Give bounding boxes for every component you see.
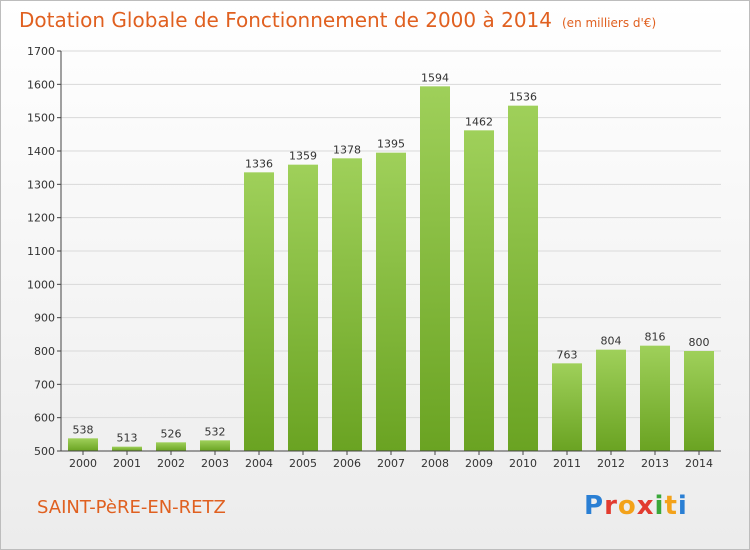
bar bbox=[596, 349, 626, 451]
x-tick-label: 2006 bbox=[333, 457, 361, 470]
bar bbox=[244, 172, 274, 452]
bar bbox=[640, 345, 670, 451]
proxiti-logo: Proxiti bbox=[584, 491, 688, 521]
chart-title-text: Dotation Globale de Fonctionnement de 20… bbox=[19, 8, 552, 32]
x-tick-label: 2012 bbox=[597, 457, 625, 470]
y-tick-label: 1300 bbox=[27, 178, 55, 191]
data-label: 800 bbox=[689, 336, 710, 349]
data-label: 513 bbox=[117, 432, 138, 445]
y-tick-label: 1500 bbox=[27, 112, 55, 125]
data-label: 1462 bbox=[465, 115, 493, 128]
x-tick-label: 2008 bbox=[421, 457, 449, 470]
bar bbox=[332, 158, 362, 452]
bar bbox=[376, 152, 406, 451]
y-tick-label: 1100 bbox=[27, 245, 55, 258]
data-label: 538 bbox=[73, 423, 94, 436]
data-label: 763 bbox=[557, 348, 578, 361]
x-tick-label: 2001 bbox=[113, 457, 141, 470]
x-tick-label: 2011 bbox=[553, 457, 581, 470]
bars bbox=[68, 86, 714, 452]
data-label: 526 bbox=[161, 427, 182, 440]
y-tick-label: 700 bbox=[34, 378, 55, 391]
x-tick-label: 2010 bbox=[509, 457, 537, 470]
x-tick-label: 2002 bbox=[157, 457, 185, 470]
bar bbox=[68, 438, 98, 451]
bar bbox=[112, 446, 142, 451]
bar bbox=[420, 86, 450, 451]
labels: 500 600 700 800 900 1000 1100 1200 1300 1400 1500 1… bbox=[27, 45, 713, 470]
x-tick-label: 2004 bbox=[245, 457, 273, 470]
data-label: 804 bbox=[601, 335, 622, 348]
x-tick-label: 2007 bbox=[377, 457, 405, 470]
y-tick-label: 500 bbox=[34, 445, 55, 458]
data-label: 1594 bbox=[421, 71, 449, 84]
bar bbox=[156, 442, 186, 451]
y-tick-label: 1700 bbox=[27, 45, 55, 58]
data-label: 1378 bbox=[333, 143, 361, 156]
data-label: 816 bbox=[645, 331, 666, 344]
y-tick-label: 800 bbox=[34, 345, 55, 358]
chart-subtitle: (en milliers d'€) bbox=[562, 16, 657, 30]
axes bbox=[57, 50, 721, 455]
y-tick-label: 1000 bbox=[27, 278, 55, 291]
data-label: 1336 bbox=[245, 157, 273, 170]
bar bbox=[464, 130, 494, 452]
data-label: 1359 bbox=[289, 150, 317, 163]
y-tick-label: 600 bbox=[34, 412, 55, 425]
y-tick-label: 1400 bbox=[27, 145, 55, 158]
x-tick-label: 2009 bbox=[465, 457, 493, 470]
data-label: 532 bbox=[205, 425, 226, 438]
data-label: 1395 bbox=[377, 138, 405, 151]
x-tick-label: 2000 bbox=[69, 457, 97, 470]
x-tick-label: 2014 bbox=[685, 457, 713, 470]
x-tick-label: 2005 bbox=[289, 457, 317, 470]
bar bbox=[552, 363, 582, 451]
bar bbox=[508, 105, 538, 452]
x-tick-label: 2013 bbox=[641, 457, 669, 470]
y-tick-label: 1200 bbox=[27, 212, 55, 225]
y-tick-label: 1600 bbox=[27, 78, 55, 91]
y-tick-label: 900 bbox=[34, 312, 55, 325]
commune-name: SAINT-PèRE-EN-RETZ bbox=[37, 497, 226, 518]
bar bbox=[288, 164, 318, 451]
chart-title: Dotation Globale de Fonctionnement de 20… bbox=[19, 8, 656, 32]
data-label: 1536 bbox=[509, 91, 537, 104]
bar bbox=[200, 440, 230, 451]
x-tick-label: 2003 bbox=[201, 457, 229, 470]
bar bbox=[684, 351, 714, 451]
